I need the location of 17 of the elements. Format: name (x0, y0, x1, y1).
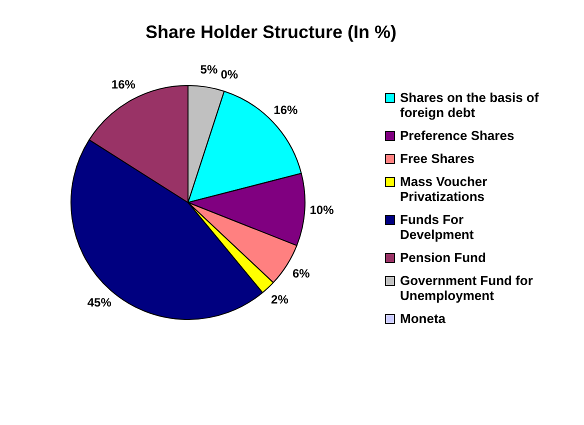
legend-label: Shares on the basis of foreign debt (400, 90, 540, 120)
data-label: 10% (310, 203, 334, 218)
chart-title: Share Holder Structure (In %) (144, 22, 398, 43)
legend-label: Government Fund for Unemployment (400, 273, 534, 303)
legend-label: Moneta (400, 311, 446, 326)
legend-label: Mass Voucher Privatizations (400, 174, 488, 204)
data-label: 16% (274, 103, 298, 118)
legend-label: Free Shares (400, 151, 476, 166)
data-label: 6% (292, 266, 310, 281)
data-label: 16% (111, 77, 136, 92)
legend-label: Preference Shares (400, 128, 516, 143)
data-label: 2% (271, 292, 289, 306)
data-label: 5% (200, 62, 218, 76)
text: 0% (220, 67, 238, 82)
legend-label: Pension Fund (400, 250, 487, 265)
legend-label: Funds For Develpment (400, 212, 475, 242)
data-label: 45% (87, 295, 112, 310)
